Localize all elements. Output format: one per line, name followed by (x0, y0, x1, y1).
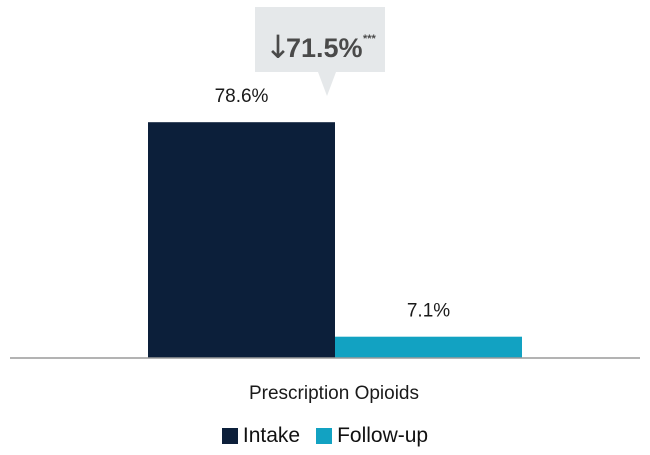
callout-box (255, 7, 385, 72)
bar-intake (148, 122, 335, 358)
legend-item-intake: Intake (221, 424, 301, 448)
category-label: Prescription Opioids (249, 383, 419, 404)
down-arrow-icon: ↓ (265, 28, 292, 66)
legend-swatch-follow-up (316, 428, 333, 444)
legend-item-follow-up: Follow-up (316, 424, 428, 448)
data-label-follow-up: 7.1% (407, 301, 450, 322)
data-label-intake: 78.6% (215, 86, 269, 107)
bar-follow-up (335, 336, 522, 358)
callout-pointer (318, 72, 336, 96)
legend-label-intake: Intake (242, 424, 301, 447)
significance-stars: *** (363, 33, 377, 45)
change-callout: ↓ 71.5% *** (255, 7, 385, 96)
legend-label-follow-up: Follow-up (337, 424, 429, 447)
change-value-label: 71.5% (286, 33, 363, 63)
bars-layer: 78.6% 7.1% (148, 86, 522, 358)
legend: Intake Follow-up (0, 424, 650, 448)
legend-swatch-intake (221, 428, 238, 444)
